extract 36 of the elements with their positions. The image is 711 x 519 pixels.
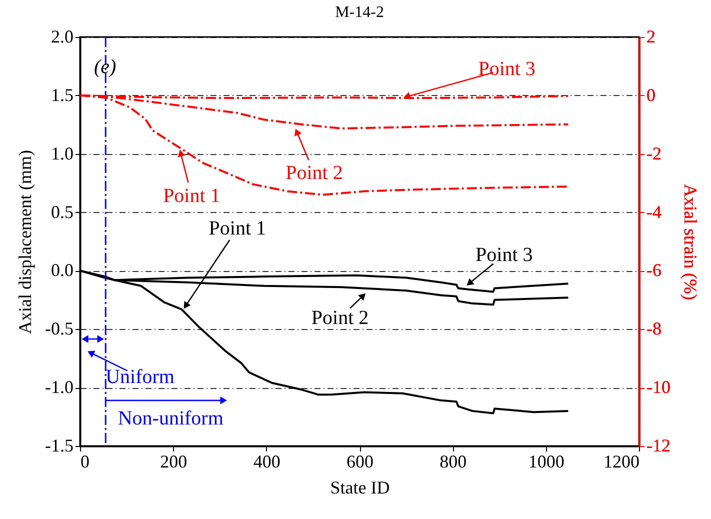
annotation: Point 1: [208, 217, 266, 240]
x-tick-label: 400: [253, 452, 280, 472]
x-tick-label: 1000: [528, 452, 564, 472]
y-tick-label: 2.0: [51, 26, 74, 46]
x-tick-label: 200: [160, 452, 188, 472]
y-tick-label: -1.5: [45, 436, 74, 456]
y-tick-label: 1.5: [51, 84, 74, 105]
y2-tick-label: -2: [646, 143, 662, 164]
y-tick-label: 1.0: [51, 143, 74, 164]
x-tick-label: 600: [346, 452, 374, 472]
x-axis-title: State ID: [330, 478, 390, 498]
y-tick-label: 0.5: [51, 202, 74, 222]
y2-tick-label: -6: [646, 260, 662, 280]
annotation: Point 1: [163, 185, 220, 208]
x-tick-label: 1200: [604, 452, 640, 472]
annotation: Point 2: [311, 306, 369, 329]
annotation: Non-uniform: [118, 407, 224, 430]
x-tick-label: 0: [80, 452, 90, 472]
y2-tick-label: 2: [646, 26, 656, 46]
annotation: Point 3: [476, 244, 533, 266]
y2-tick-label: -8: [646, 318, 662, 339]
y2-tick-label: -4: [646, 202, 662, 222]
y-tick-label: -0.5: [45, 318, 74, 339]
annotation: Point 3: [478, 58, 536, 80]
annotation: Point 2: [286, 162, 343, 184]
y-tick-label: -1.0: [45, 377, 74, 398]
x-tick-label: 800: [440, 452, 467, 472]
y-axis-title: Axial displacement (mm): [15, 150, 36, 334]
y-tick-label: 0.0: [51, 260, 74, 280]
y2-tick-label: 0: [646, 84, 656, 105]
chart-title: M-14-2: [335, 4, 384, 21]
y2-tick-label: -10: [646, 377, 670, 398]
y2-axis-title: Axial strain (%): [680, 184, 700, 300]
annotation: (e): [94, 56, 117, 78]
annotation: Uniform: [106, 366, 175, 388]
y2-tick-label: -12: [646, 436, 670, 456]
